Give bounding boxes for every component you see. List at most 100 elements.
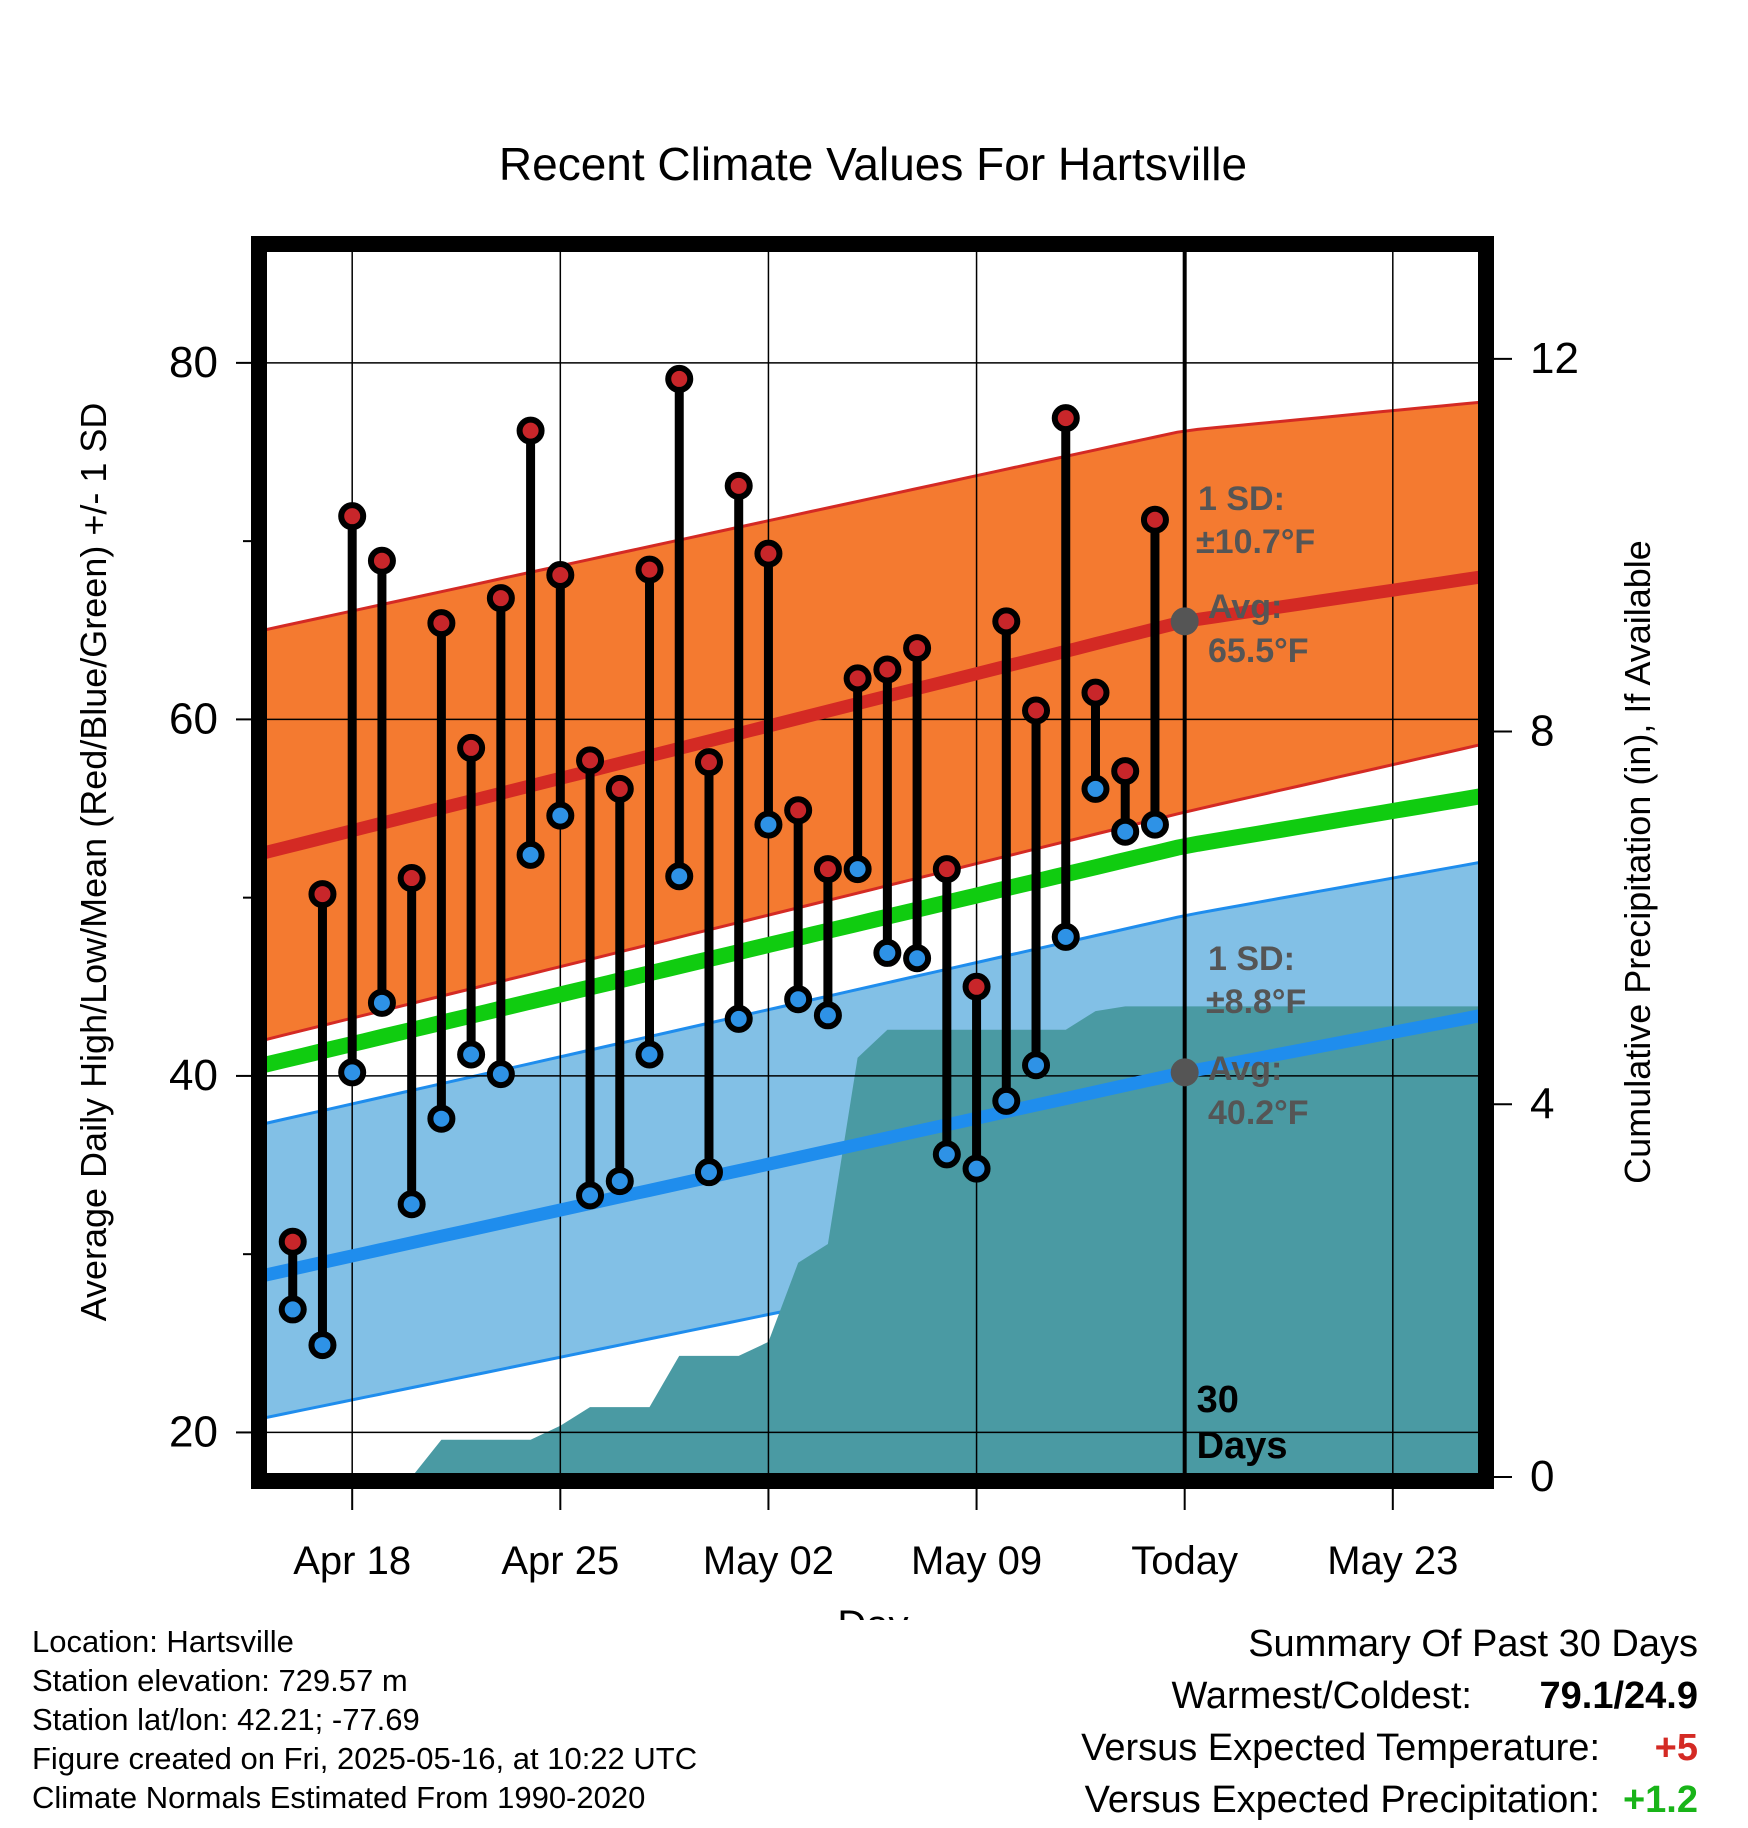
high-avg-line xyxy=(261,570,1483,860)
day-2025-05-02 xyxy=(754,539,783,839)
summary-temp-row: Versus Expected Temperature: +5 xyxy=(798,1722,1698,1774)
high-point xyxy=(724,471,753,500)
high-point xyxy=(516,416,545,445)
low-point xyxy=(873,938,902,967)
chart-title: Recent Climate Values For Hartsville xyxy=(499,138,1247,190)
day-2025-04-26 xyxy=(576,746,605,1210)
summary-title: Summary Of Past 30 Days xyxy=(1248,1623,1698,1665)
day-2025-04-25 xyxy=(546,561,575,830)
high-point xyxy=(457,733,486,762)
plot-frame xyxy=(251,236,1494,1489)
high-point xyxy=(992,607,1021,636)
day-2025-04-28 xyxy=(635,555,664,1069)
low-point xyxy=(457,1040,486,1069)
low-point xyxy=(694,1158,723,1187)
normal-lines xyxy=(261,570,1484,1282)
warmest-value: 79.1/24.9 xyxy=(1539,1675,1698,1717)
day-2025-04-30 xyxy=(694,748,723,1187)
low-point xyxy=(546,801,575,830)
day-2025-04-22 xyxy=(457,733,486,1069)
y-tick-label-0: 20 xyxy=(169,1407,218,1456)
summary-panel: Summary Of Past 30 Days Warmest/Coldest:… xyxy=(798,1618,1698,1826)
high-point xyxy=(397,864,426,893)
x-tick-label-3: May 09 xyxy=(911,1539,1042,1583)
high-lower-edge xyxy=(262,742,1483,1042)
low-point xyxy=(486,1060,515,1089)
low-point xyxy=(338,1058,367,1087)
high-point xyxy=(784,796,813,825)
low-point xyxy=(635,1040,664,1069)
y2-tick-label-2: 8 xyxy=(1530,707,1554,756)
latlon-text: Station lat/lon: 42.21; -77.69 xyxy=(32,1702,420,1737)
elevation-text: Station elevation: 729.57 m xyxy=(32,1663,408,1698)
today-low-avg-point xyxy=(1170,1058,1199,1087)
normals-text: Climate Normals Estimated From 1990-2020 xyxy=(32,1780,646,1815)
day-2025-05-07 xyxy=(903,634,932,973)
day-2025-05-03 xyxy=(784,796,813,1014)
low-point xyxy=(516,840,545,869)
station-info: Location: Hartsville Station elevation: … xyxy=(32,1622,932,1817)
day-2025-05-06 xyxy=(873,655,902,967)
y-tick-label-2: 60 xyxy=(169,694,218,743)
high-point xyxy=(1140,505,1169,534)
low-point xyxy=(813,1001,842,1030)
low-point xyxy=(724,1004,753,1033)
low-point xyxy=(665,862,694,891)
period-label-number: 30 xyxy=(1197,1379,1239,1421)
x-tick-label-1: Apr 25 xyxy=(501,1539,619,1583)
day-2025-04-17 xyxy=(308,880,337,1360)
high-point xyxy=(843,664,872,693)
created-text: Figure created on Fri, 2025-05-16, at 10… xyxy=(32,1741,698,1776)
low-upper-edge xyxy=(262,860,1483,1126)
mean-avg-line xyxy=(261,788,1484,1073)
high-point xyxy=(278,1227,307,1256)
low-point xyxy=(308,1331,337,1360)
low-point xyxy=(367,988,396,1017)
daily-values xyxy=(278,364,1169,1360)
day-2025-05-13 xyxy=(1081,678,1110,803)
high-sd-value: ±10.7°F xyxy=(1196,523,1315,561)
day-2025-05-08 xyxy=(932,855,961,1169)
day-2025-05-11 xyxy=(1022,696,1051,1080)
x-tick-label-4: Today xyxy=(1131,1539,1238,1583)
day-2025-04-27 xyxy=(605,774,634,1196)
high-point xyxy=(1022,696,1051,725)
high-point xyxy=(873,655,902,684)
high-point xyxy=(635,555,664,584)
high-avg-value: 65.5°F xyxy=(1208,632,1309,670)
low-point xyxy=(1051,922,1080,951)
low-avg-label: Avg: xyxy=(1208,1050,1282,1088)
high-point xyxy=(605,774,634,803)
y2-tick-label-1: 4 xyxy=(1530,1079,1554,1128)
day-2025-05-10 xyxy=(992,607,1021,1115)
high-point xyxy=(338,502,367,531)
high-point xyxy=(813,855,842,884)
day-2025-04-20 xyxy=(397,864,426,1219)
precipitation-area xyxy=(352,1006,1483,1477)
low-point xyxy=(1111,817,1140,846)
low-point xyxy=(427,1104,456,1133)
low-point xyxy=(784,985,813,1014)
axes: Apr 18 Apr 25 May 02 May 09 Today May 23 Day 20… xyxy=(73,334,1658,1620)
low-avg-line xyxy=(261,1008,1484,1282)
summary-precip-row: Versus Expected Precipitation: +1.2 xyxy=(798,1774,1698,1826)
summary-warmest-row: Warmest/Coldest: 79.1/24.9 xyxy=(798,1670,1698,1722)
low-point xyxy=(1140,810,1169,839)
low-point xyxy=(278,1295,307,1324)
low-sd-label: 1 SD: xyxy=(1208,940,1295,978)
high-upper-edge xyxy=(262,400,1483,632)
high-point xyxy=(367,546,396,575)
precip-anomaly-value: +1.2 xyxy=(1622,1779,1698,1821)
low-point xyxy=(1081,774,1110,803)
high-sd-label: 1 SD: xyxy=(1198,480,1285,518)
high-point xyxy=(1111,757,1140,786)
low-point xyxy=(843,855,872,884)
high-point xyxy=(546,561,575,589)
day-2025-05-01 xyxy=(724,471,753,1033)
high-sd-band xyxy=(263,402,1482,1041)
low-point xyxy=(576,1181,605,1210)
day-2025-05-09 xyxy=(962,972,991,1183)
y-tick-label-3: 80 xyxy=(169,338,218,387)
plot-border xyxy=(251,236,1494,1489)
